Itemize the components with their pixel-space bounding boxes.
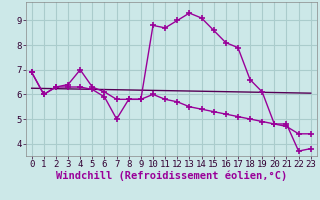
- X-axis label: Windchill (Refroidissement éolien,°C): Windchill (Refroidissement éolien,°C): [56, 171, 287, 181]
